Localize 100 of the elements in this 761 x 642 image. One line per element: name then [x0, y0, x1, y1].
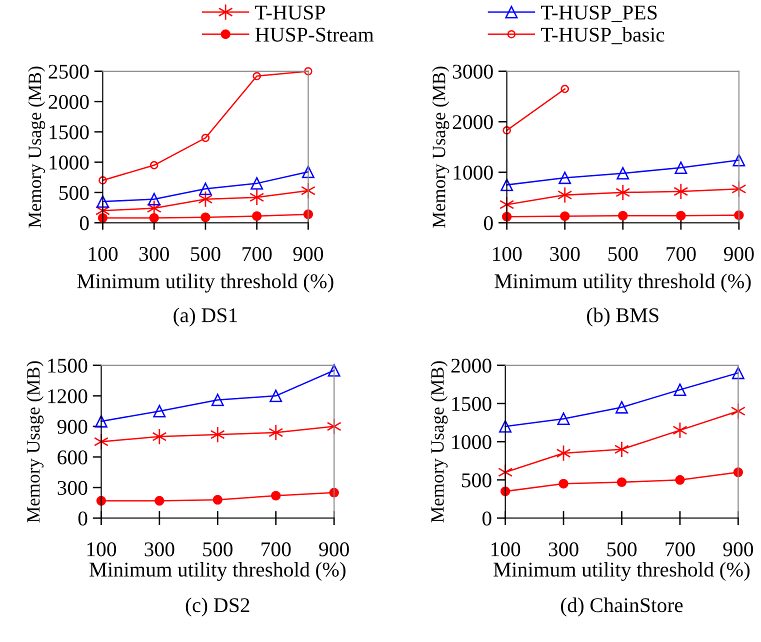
- text: (a) DS1: [174, 308, 237, 327]
- y-tick-label: 2500: [48, 64, 89, 79]
- point: [557, 412, 570, 426]
- point: [732, 366, 744, 380]
- y-tick-label: 1500: [48, 358, 88, 373]
- point: [200, 212, 210, 222]
- y-tick-label: 900: [57, 420, 88, 434]
- point: [558, 478, 568, 489]
- y-tick-label: 0: [80, 216, 89, 230]
- point: [556, 444, 571, 462]
- y-tick-label: 500: [462, 473, 492, 488]
- x-tick-label: 900: [319, 542, 349, 556]
- point: [152, 428, 167, 445]
- point: [616, 477, 627, 488]
- point: [250, 188, 264, 206]
- y-axis-title: Memory Usage (MB): [26, 361, 44, 522]
- x-tick-label: 700: [666, 542, 695, 556]
- point: [252, 72, 262, 80]
- point: [154, 496, 164, 506]
- point: [614, 441, 630, 458]
- x-tick-label: 100: [493, 246, 522, 262]
- point: [672, 422, 688, 439]
- point: [211, 394, 224, 406]
- point: [730, 402, 746, 420]
- x-tick-label: 300: [144, 542, 174, 556]
- y-tick-label: 1000: [50, 156, 89, 170]
- x-tick-label: 500: [608, 246, 638, 262]
- legend-label: T-HUSP_PES: [541, 6, 657, 22]
- point: [153, 404, 166, 418]
- point: [326, 418, 342, 435]
- point: [558, 186, 572, 204]
- point: [148, 192, 160, 206]
- y-tick-label: 1500: [452, 396, 492, 411]
- x-axis-title: Minimum utility threshold (%): [494, 274, 751, 293]
- point: [252, 211, 262, 221]
- point: [560, 84, 570, 94]
- y-axis-title: Memory Usage (MB): [432, 66, 450, 228]
- y-tick-label: 2000: [48, 94, 89, 109]
- point: [674, 183, 688, 200]
- point: [149, 213, 159, 223]
- point: [500, 196, 514, 213]
- point: [674, 161, 688, 174]
- point: [250, 177, 264, 190]
- point: [98, 176, 107, 185]
- point: [676, 210, 686, 221]
- y-tick-label: 0: [484, 216, 493, 230]
- text: (b) BMS: [587, 308, 658, 327]
- y-tick-label: 600: [58, 450, 88, 464]
- y-tick-label: 300: [58, 480, 88, 495]
- x-tick-label: 100: [87, 542, 116, 556]
- point: [94, 415, 108, 428]
- x-tick-label: 500: [191, 246, 220, 262]
- point: [212, 494, 223, 505]
- legend-label: T-HUSP: [255, 6, 325, 20]
- point: [502, 126, 511, 135]
- x-tick-label: 700: [262, 542, 291, 556]
- point: [270, 390, 282, 402]
- point: [210, 426, 225, 443]
- x-tick-label: 300: [139, 246, 169, 262]
- y-tick-label: 1500: [50, 125, 89, 140]
- point: [500, 178, 514, 192]
- x-axis-title: Minimum utility threshold (%): [89, 562, 346, 581]
- x-tick-label: 500: [203, 542, 232, 556]
- point: [199, 182, 212, 196]
- point: [268, 424, 284, 441]
- x-tick-label: 700: [666, 246, 696, 262]
- point: [198, 190, 213, 208]
- y-axis-title: Memory Usage (MB): [430, 361, 448, 522]
- legend-label: HUSP-Stream: [255, 28, 374, 42]
- y-tick-label: 1200: [48, 389, 88, 404]
- y-tick-label: 1000: [454, 166, 493, 180]
- y-tick-label: 3000: [452, 64, 493, 79]
- x-axis-title: Minimum utility threshold (%): [77, 274, 334, 293]
- x-tick-label: 100: [88, 246, 118, 262]
- point: [675, 475, 685, 485]
- x-tick-label: 300: [548, 542, 578, 556]
- x-tick-label: 300: [550, 246, 580, 262]
- point: [560, 211, 570, 222]
- point: [615, 401, 628, 414]
- point: [304, 67, 312, 76]
- point: [271, 490, 281, 501]
- x-axis-title: Minimum utility threshold (%): [494, 562, 750, 581]
- x-tick-label: 100: [492, 542, 520, 556]
- text: (c) DS2: [186, 598, 250, 616]
- legend-label: T-HUSP_basic: [541, 27, 664, 44]
- y-tick-label: 500: [60, 186, 89, 200]
- point: [328, 364, 340, 377]
- point: [732, 180, 746, 198]
- point: [558, 172, 572, 184]
- point: [674, 383, 686, 396]
- x-tick-label: 900: [293, 246, 324, 262]
- y-tick-label: 2000: [451, 358, 492, 373]
- point: [302, 166, 314, 178]
- x-tick-label: 900: [723, 542, 753, 556]
- x-tick-label: 900: [724, 246, 754, 262]
- y-tick-label: 1000: [452, 435, 492, 450]
- y-tick-label: 2000: [452, 115, 493, 130]
- point: [96, 195, 109, 208]
- text: (d) ChainStore: [561, 598, 683, 616]
- point: [732, 154, 746, 166]
